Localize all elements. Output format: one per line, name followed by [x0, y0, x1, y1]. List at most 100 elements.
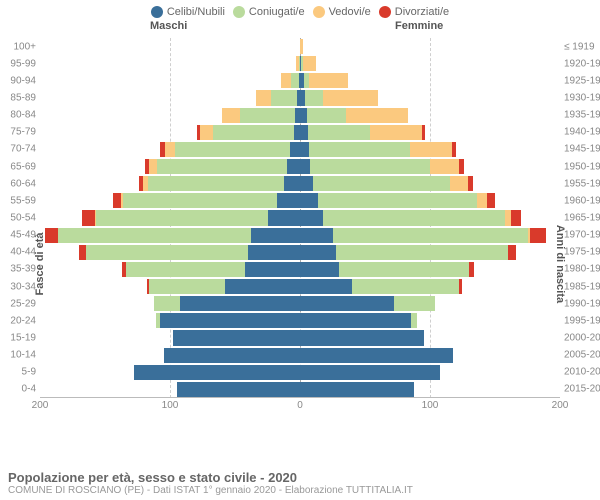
age-row: 25-291990-1994: [40, 295, 560, 312]
segment: [113, 193, 121, 208]
segment: [300, 210, 323, 225]
age-label: 75-79: [10, 127, 40, 138]
male-bar: [222, 108, 300, 123]
segment: [287, 159, 300, 174]
segment: [308, 125, 370, 140]
segment: [123, 193, 276, 208]
birth-label: 1965-1969: [560, 213, 600, 224]
birth-label: 2000-2004: [560, 333, 600, 344]
male-bar: [197, 125, 300, 140]
birth-label: 1930-1934: [560, 93, 600, 104]
female-bar: [300, 39, 303, 54]
age-row: 100+≤ 1919: [40, 38, 560, 55]
age-row: 95-991920-1924: [40, 55, 560, 72]
female-bar: [300, 176, 473, 191]
segment: [284, 176, 300, 191]
male-label: Maschi: [150, 20, 187, 32]
y-left-label: Fasce di età: [34, 164, 46, 364]
female-bar: [300, 296, 435, 311]
age-label: 95-99: [10, 58, 40, 69]
segment: [370, 125, 422, 140]
segment: [225, 279, 300, 294]
segment: [245, 262, 300, 277]
female-bar: [300, 382, 414, 397]
legend-swatch: [379, 6, 391, 18]
age-row: 55-591960-1964: [40, 192, 560, 209]
segment: [300, 193, 318, 208]
segment: [459, 159, 464, 174]
segment: [175, 142, 289, 157]
segment: [468, 176, 473, 191]
legend: Celibi/NubiliConiugati/eVedovi/eDivorzia…: [0, 0, 600, 20]
legend-swatch: [233, 6, 245, 18]
segment: [313, 176, 450, 191]
age-label: 80-84: [10, 110, 40, 121]
segment: [300, 125, 308, 140]
segment: [177, 382, 301, 397]
male-bar: [160, 142, 300, 157]
segment: [477, 193, 487, 208]
segment: [148, 176, 285, 191]
segment: [271, 90, 297, 105]
female-bar: [300, 279, 462, 294]
birth-label: 1925-1929: [560, 75, 600, 86]
segment: [346, 108, 408, 123]
segment: [309, 73, 348, 88]
segment: [300, 382, 414, 397]
segment: [248, 245, 300, 260]
plot-area: 0-42015-20195-92010-201410-142005-200915…: [40, 38, 560, 416]
female-bar: [300, 193, 495, 208]
segment: [452, 142, 456, 157]
segment: [240, 108, 295, 123]
segment: [300, 176, 313, 191]
female-bar: [300, 348, 453, 363]
segment: [300, 279, 352, 294]
birth-label: 1975-1979: [560, 247, 600, 258]
segment: [300, 348, 453, 363]
male-bar: [145, 159, 300, 174]
female-bar: [300, 159, 464, 174]
age-row: 35-391980-1984: [40, 261, 560, 278]
male-bar: [122, 262, 300, 277]
segment: [323, 210, 505, 225]
segment: [303, 56, 316, 71]
birth-label: 1920-1924: [560, 58, 600, 69]
birth-label: 1985-1989: [560, 281, 600, 292]
age-row: 30-341985-1989: [40, 278, 560, 295]
legend-swatch: [313, 6, 325, 18]
segment: [281, 73, 291, 88]
male-bar: [177, 382, 301, 397]
legend-item: Coniugati/e: [233, 6, 305, 18]
segment: [336, 245, 508, 260]
segment: [511, 210, 521, 225]
segment: [394, 296, 436, 311]
segment: [300, 142, 309, 157]
birth-label: 1940-1944: [560, 127, 600, 138]
segment: [307, 108, 346, 123]
segment: [213, 125, 294, 140]
segment: [86, 245, 249, 260]
male-bar: [147, 279, 300, 294]
segment: [459, 279, 463, 294]
segment: [450, 176, 468, 191]
segment: [430, 159, 459, 174]
legend-item: Vedovi/e: [313, 6, 371, 18]
birth-label: 2005-2009: [560, 350, 600, 361]
age-label: 0-4: [22, 384, 40, 395]
segment: [310, 159, 430, 174]
segment: [530, 228, 546, 243]
segment: [508, 245, 516, 260]
birth-label: 1980-1984: [560, 264, 600, 275]
segment: [300, 262, 339, 277]
male-bar: [82, 210, 300, 225]
segment: [268, 210, 301, 225]
birth-label: 1960-1964: [560, 195, 600, 206]
male-bar: [281, 73, 300, 88]
birth-label: 2015-2019: [560, 384, 600, 395]
segment: [300, 313, 411, 328]
chart-container: Celibi/NubiliConiugati/eVedovi/eDivorzia…: [0, 0, 600, 500]
birth-label: 1950-1954: [560, 161, 600, 172]
male-bar: [256, 90, 300, 105]
segment: [82, 210, 95, 225]
segment: [222, 108, 240, 123]
